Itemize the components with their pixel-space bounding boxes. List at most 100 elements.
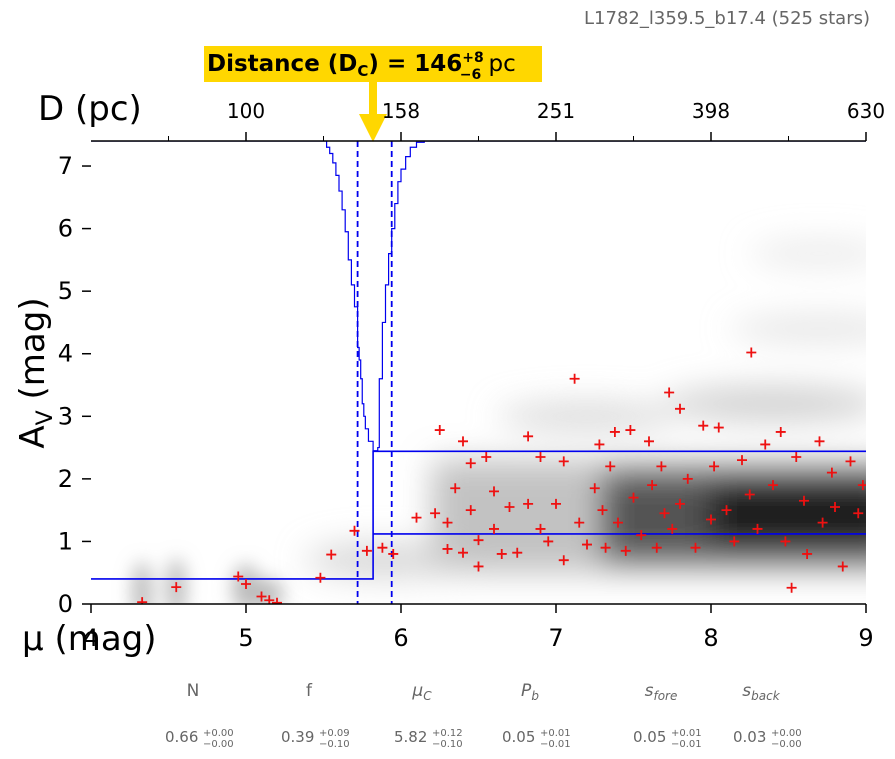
stat-label: μC bbox=[411, 681, 432, 703]
star-marker bbox=[489, 523, 499, 534]
star-marker bbox=[512, 547, 523, 558]
star-marker bbox=[450, 483, 461, 494]
y-tick-label: 1 bbox=[58, 527, 73, 555]
star-marker bbox=[465, 458, 476, 469]
star-marker bbox=[837, 561, 848, 572]
star-marker bbox=[845, 456, 856, 467]
star-marker bbox=[256, 591, 267, 602]
foreground-extinction-line bbox=[91, 450, 866, 580]
stat-plus: +0.09 bbox=[319, 728, 350, 739]
distance-posterior-curve bbox=[91, 141, 866, 452]
distance-sup: +8 bbox=[462, 50, 483, 66]
star-marker bbox=[609, 426, 620, 437]
stat-value: 0.66 bbox=[165, 728, 198, 746]
distance-arrow-icon bbox=[359, 82, 387, 142]
star-marker bbox=[458, 436, 468, 447]
star-marker bbox=[675, 498, 685, 509]
distance-lo: −6 bbox=[460, 67, 481, 83]
star-marker bbox=[473, 561, 484, 572]
x-tick-label: 9 bbox=[858, 624, 873, 652]
x-tick-label: 8 bbox=[703, 624, 718, 652]
stat-value: 5.82 bbox=[394, 728, 427, 746]
stat-value: 0.39 bbox=[281, 728, 314, 746]
star-marker bbox=[430, 508, 441, 519]
stat-value: 0.05 bbox=[502, 728, 535, 746]
star-marker bbox=[636, 530, 647, 541]
star-marker bbox=[830, 502, 840, 513]
top-tick-label: 158 bbox=[382, 99, 420, 123]
star-marker bbox=[600, 542, 611, 553]
star-marker bbox=[620, 545, 631, 556]
star-marker bbox=[690, 542, 701, 553]
stat-label: sback bbox=[742, 681, 780, 703]
star-marker bbox=[651, 542, 662, 553]
star-marker bbox=[664, 387, 675, 398]
stat-label: sfore bbox=[645, 681, 678, 703]
star-marker bbox=[826, 467, 837, 478]
star-marker bbox=[458, 547, 468, 558]
star-marker bbox=[326, 549, 337, 560]
star-marker bbox=[523, 431, 534, 442]
stat-value: 0.05 bbox=[633, 728, 666, 746]
x-tick-label: 4 bbox=[83, 624, 98, 652]
stat-minus: −0.00 bbox=[771, 739, 802, 750]
top-tick-label: 398 bbox=[692, 99, 730, 123]
star-marker bbox=[857, 480, 866, 491]
star-marker bbox=[644, 436, 654, 447]
x-axis-label: μ (mag) bbox=[22, 619, 157, 659]
stat-label: f bbox=[306, 681, 313, 701]
distance-mid: ) = 146 bbox=[368, 51, 462, 77]
star-marker bbox=[729, 536, 740, 547]
distance-unit: pc bbox=[481, 51, 516, 77]
y-tick-label: 6 bbox=[58, 215, 73, 243]
top-tick-label: 630 bbox=[847, 99, 885, 123]
y-tick-label: 4 bbox=[58, 340, 73, 368]
star-marker bbox=[594, 439, 605, 450]
star-marker bbox=[465, 505, 476, 516]
star-marker bbox=[442, 543, 453, 554]
star-marker bbox=[647, 480, 658, 491]
star-marker bbox=[799, 495, 809, 506]
star-marker bbox=[659, 508, 670, 519]
star-marker bbox=[760, 439, 771, 450]
star-marker bbox=[543, 536, 554, 547]
y-axis-label-main: A bbox=[13, 425, 53, 448]
top-tick-label: 100 bbox=[227, 99, 265, 123]
star-marker bbox=[171, 582, 182, 593]
star-marker bbox=[682, 473, 693, 484]
y-tick-label: 3 bbox=[58, 402, 73, 430]
star-marker bbox=[535, 451, 546, 462]
star-marker bbox=[713, 422, 724, 433]
star-marker bbox=[706, 514, 716, 525]
star-marker bbox=[709, 461, 720, 472]
star-marker bbox=[504, 502, 515, 513]
y-tick-label: 7 bbox=[58, 152, 73, 180]
star-marker bbox=[558, 555, 569, 566]
stat-plus: +0.12 bbox=[432, 728, 463, 739]
stat-plus: +0.01 bbox=[540, 728, 571, 739]
star-marker bbox=[698, 420, 709, 431]
y-tick-label: 0 bbox=[58, 590, 73, 618]
star-marker bbox=[496, 548, 507, 559]
star-marker bbox=[377, 542, 388, 553]
star-marker bbox=[589, 483, 600, 494]
star-marker bbox=[551, 498, 561, 509]
star-marker bbox=[625, 425, 636, 436]
star-marker bbox=[574, 517, 585, 528]
distance-banner-bg bbox=[204, 46, 542, 82]
stat-minus: −0.01 bbox=[540, 739, 571, 750]
star-marker bbox=[361, 545, 372, 556]
star-marker bbox=[853, 508, 864, 519]
field-label: L1782_l359.5_b17.4 (525 stars) bbox=[584, 8, 870, 29]
star-marker bbox=[582, 539, 592, 550]
star-marker bbox=[489, 486, 499, 497]
star-marker bbox=[597, 505, 608, 516]
star-marker bbox=[791, 451, 802, 462]
star-marker bbox=[558, 456, 569, 467]
star-marker bbox=[744, 489, 755, 500]
star-marker bbox=[768, 480, 778, 491]
star-marker bbox=[737, 455, 747, 466]
stat-plus: +0.00 bbox=[771, 728, 802, 739]
star-marker bbox=[675, 403, 685, 414]
